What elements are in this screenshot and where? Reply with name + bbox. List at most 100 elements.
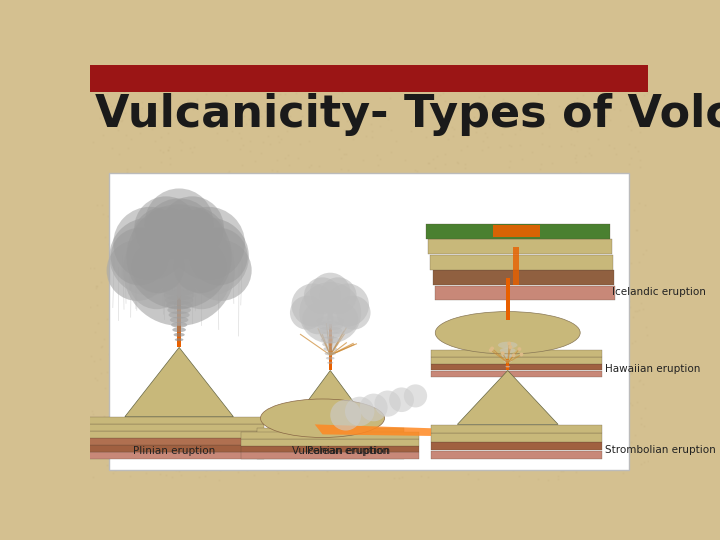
- Bar: [256, 444, 404, 449]
- Bar: [241, 432, 419, 439]
- Bar: [431, 255, 613, 269]
- Bar: [177, 232, 181, 347]
- Circle shape: [330, 400, 361, 430]
- Bar: [431, 424, 601, 433]
- Circle shape: [389, 387, 414, 412]
- Bar: [256, 449, 404, 454]
- Circle shape: [489, 348, 492, 352]
- Ellipse shape: [318, 321, 343, 330]
- Bar: [86, 452, 264, 459]
- Ellipse shape: [502, 354, 514, 358]
- Bar: [86, 431, 264, 438]
- Circle shape: [336, 296, 371, 330]
- Circle shape: [327, 303, 358, 334]
- Circle shape: [290, 296, 324, 330]
- Bar: [433, 270, 614, 285]
- Ellipse shape: [325, 352, 336, 355]
- Ellipse shape: [318, 326, 342, 335]
- Circle shape: [135, 197, 197, 259]
- Ellipse shape: [163, 290, 194, 301]
- Text: Icelandic eruption: Icelandic eruption: [612, 287, 706, 296]
- Ellipse shape: [168, 311, 189, 319]
- Ellipse shape: [505, 366, 510, 367]
- Bar: [86, 438, 264, 445]
- Ellipse shape: [167, 306, 191, 314]
- Ellipse shape: [500, 348, 516, 353]
- Circle shape: [508, 342, 511, 346]
- Bar: [513, 247, 519, 285]
- Circle shape: [302, 303, 333, 334]
- Circle shape: [161, 197, 224, 259]
- Circle shape: [518, 347, 521, 351]
- Circle shape: [404, 384, 427, 408]
- Polygon shape: [125, 347, 233, 417]
- Polygon shape: [315, 424, 431, 436]
- Circle shape: [189, 228, 248, 285]
- Bar: [241, 439, 419, 446]
- Bar: [431, 364, 601, 370]
- Circle shape: [345, 397, 374, 426]
- Circle shape: [132, 241, 184, 293]
- Ellipse shape: [160, 274, 198, 287]
- Circle shape: [292, 284, 335, 327]
- Ellipse shape: [326, 356, 335, 360]
- Circle shape: [310, 273, 351, 313]
- Text: Hawaiian eruption: Hawaiian eruption: [605, 363, 700, 374]
- Ellipse shape: [158, 268, 199, 282]
- Bar: [241, 453, 419, 459]
- Bar: [86, 424, 264, 431]
- Text: Vulcanian eruption: Vulcanian eruption: [292, 446, 390, 456]
- Circle shape: [304, 278, 341, 314]
- Circle shape: [174, 241, 227, 293]
- Bar: [109, 173, 629, 470]
- Bar: [431, 450, 601, 459]
- Circle shape: [171, 207, 245, 280]
- Ellipse shape: [172, 327, 186, 332]
- Circle shape: [360, 394, 387, 421]
- Ellipse shape: [436, 312, 580, 354]
- Bar: [431, 370, 601, 377]
- Circle shape: [171, 218, 249, 295]
- Bar: [90, 65, 648, 92]
- Bar: [431, 350, 601, 356]
- Bar: [329, 325, 332, 370]
- Ellipse shape: [498, 342, 518, 348]
- Circle shape: [111, 228, 168, 285]
- Circle shape: [143, 198, 215, 271]
- Ellipse shape: [166, 301, 192, 309]
- Circle shape: [520, 353, 523, 356]
- Ellipse shape: [261, 399, 384, 437]
- Circle shape: [320, 278, 356, 314]
- Ellipse shape: [322, 341, 338, 347]
- Text: Plinian eruption: Plinian eruption: [132, 446, 215, 456]
- Ellipse shape: [161, 279, 197, 292]
- Circle shape: [127, 204, 232, 309]
- Circle shape: [490, 347, 494, 350]
- Circle shape: [132, 207, 199, 273]
- Ellipse shape: [320, 332, 341, 339]
- Circle shape: [129, 254, 185, 309]
- Text: Pelean eruption: Pelean eruption: [307, 446, 389, 456]
- Bar: [86, 445, 264, 452]
- Circle shape: [174, 254, 230, 309]
- Ellipse shape: [323, 347, 337, 352]
- Bar: [241, 446, 419, 453]
- Ellipse shape: [174, 333, 185, 336]
- Circle shape: [109, 218, 187, 295]
- Bar: [256, 434, 404, 438]
- Bar: [256, 454, 404, 459]
- Ellipse shape: [175, 338, 184, 341]
- Bar: [435, 286, 615, 300]
- Circle shape: [160, 207, 227, 273]
- Bar: [493, 225, 539, 237]
- Text: Strombolian eruption: Strombolian eruption: [605, 445, 716, 455]
- Bar: [431, 433, 601, 442]
- Circle shape: [190, 240, 252, 301]
- Circle shape: [145, 188, 213, 256]
- Circle shape: [123, 215, 235, 326]
- Ellipse shape: [503, 360, 512, 363]
- Ellipse shape: [163, 285, 196, 296]
- Bar: [428, 239, 611, 254]
- Circle shape: [501, 352, 505, 355]
- Text: Vulcanicity- Types of Volcano: Vulcanicity- Types of Volcano: [94, 93, 720, 136]
